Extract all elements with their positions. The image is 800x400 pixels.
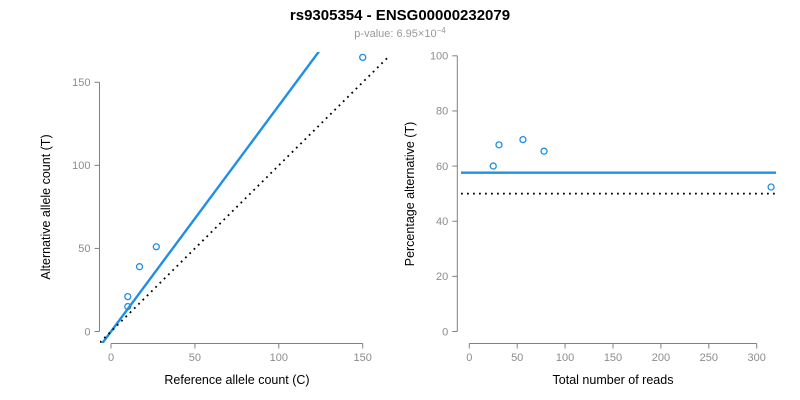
y-tick-label: 100 bbox=[430, 51, 448, 63]
y-tick-label: 150 bbox=[72, 77, 90, 89]
y-tick-label: 0 bbox=[84, 326, 90, 338]
data-point bbox=[767, 183, 775, 191]
data-point bbox=[135, 263, 144, 271]
p-value-mantissa: 6.95×10 bbox=[396, 28, 437, 40]
x-tick-label: 100 bbox=[556, 352, 574, 364]
data-point bbox=[519, 135, 527, 144]
plot-subtitle: p-value: 6.95×10−4 bbox=[0, 26, 800, 40]
y-tick-label: 60 bbox=[436, 161, 448, 173]
x-axis-title: Reference allele count (C) bbox=[164, 373, 309, 387]
y-axis-title: Alternative allele count (T) bbox=[39, 134, 53, 279]
y-tick-label: 100 bbox=[72, 160, 90, 172]
x-tick-label: 50 bbox=[511, 352, 523, 364]
data-point bbox=[540, 147, 548, 155]
plot-title: rs9305354 - ENSG00000232079 bbox=[289, 7, 511, 24]
x-tick-label: 150 bbox=[354, 352, 372, 364]
data-point bbox=[489, 162, 497, 170]
x-axis-title: Total number of reads bbox=[553, 373, 674, 387]
x-tick-label: 0 bbox=[466, 352, 472, 364]
y-tick-label: 40 bbox=[436, 216, 448, 228]
x-tick-label: 300 bbox=[748, 352, 766, 364]
data-point bbox=[124, 302, 132, 311]
y-tick-label: 50 bbox=[78, 243, 90, 255]
data-point bbox=[152, 243, 160, 251]
identity-line bbox=[100, 56, 388, 343]
data-point bbox=[124, 292, 132, 301]
x-tick-label: 200 bbox=[652, 352, 670, 364]
y-tick-label: 80 bbox=[436, 106, 448, 118]
fitted-allelic-ratio-line bbox=[100, 52, 321, 343]
y-tick-label: 20 bbox=[436, 271, 448, 283]
x-tick-label: 0 bbox=[108, 352, 114, 364]
p-value-prefix: p-value: bbox=[354, 28, 397, 40]
y-axis-title: Percentage alternative (T) bbox=[403, 122, 417, 267]
p-value-exponent: −4 bbox=[436, 26, 446, 36]
left-panel: 0 50 100 150 0 50 100 150 Reference allele count… bbox=[39, 52, 388, 387]
y-tick-label: 0 bbox=[442, 326, 448, 338]
x-tick-label: 50 bbox=[189, 352, 201, 364]
data-point bbox=[495, 141, 503, 149]
x-tick-label: 100 bbox=[270, 352, 288, 364]
right-panel: 0 20 40 60 80 100 0 50 100 150 200 250 300 Total numb… bbox=[403, 51, 776, 387]
data-point bbox=[359, 53, 367, 62]
x-tick-label: 250 bbox=[700, 352, 718, 364]
x-tick-label: 150 bbox=[604, 352, 622, 364]
